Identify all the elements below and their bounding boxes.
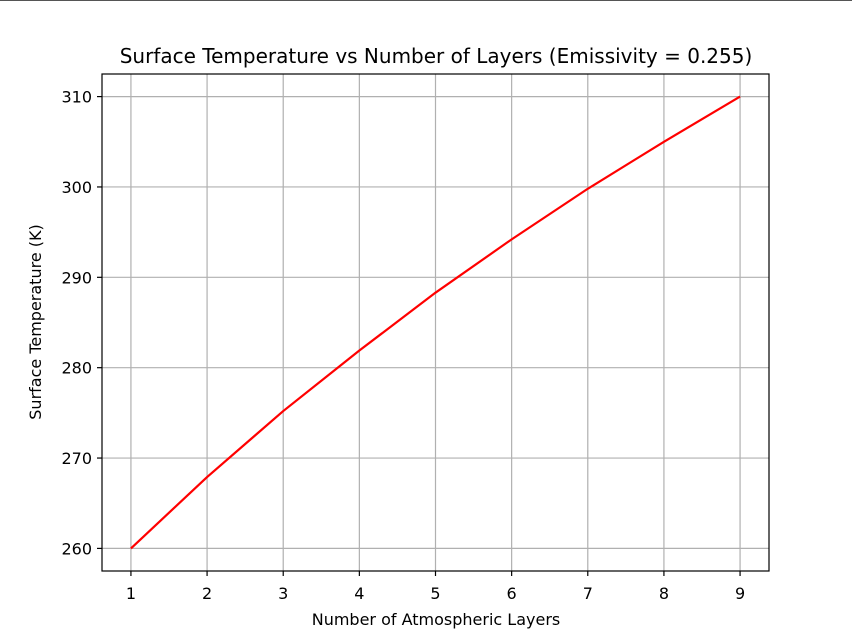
y-tick-label: 280 xyxy=(61,359,92,378)
y-tick-label: 260 xyxy=(61,539,92,558)
x-tick-label: 2 xyxy=(202,584,212,603)
x-tick-label: 6 xyxy=(507,584,517,603)
y-tick-label: 290 xyxy=(61,268,92,287)
series-line xyxy=(130,95,741,550)
y-tick-label: 300 xyxy=(61,178,92,197)
x-axis-label: Number of Atmospheric Layers xyxy=(312,610,561,629)
x-tick-label: 5 xyxy=(430,584,440,603)
chart-title: Surface Temperature vs Number of Layers … xyxy=(120,44,753,68)
data-series xyxy=(130,95,741,550)
x-tick-label: 9 xyxy=(735,584,745,603)
top-border-line xyxy=(0,0,852,1)
x-tick-label: 1 xyxy=(126,584,136,603)
y-tick-label: 270 xyxy=(61,449,92,468)
y-tick-label: 310 xyxy=(61,88,92,107)
x-tick-label: 8 xyxy=(659,584,669,603)
y-axis-ticks: 260 270 280 290 300 310 xyxy=(61,88,102,558)
x-tick-label: 4 xyxy=(354,584,364,603)
x-tick-label: 3 xyxy=(278,584,288,603)
x-tick-label: 7 xyxy=(583,584,593,603)
grid-lines xyxy=(102,74,769,571)
x-axis-ticks: 1 2 3 4 5 6 7 8 9 xyxy=(126,571,745,603)
y-axis-label: Surface Temperature (K) xyxy=(26,224,45,419)
